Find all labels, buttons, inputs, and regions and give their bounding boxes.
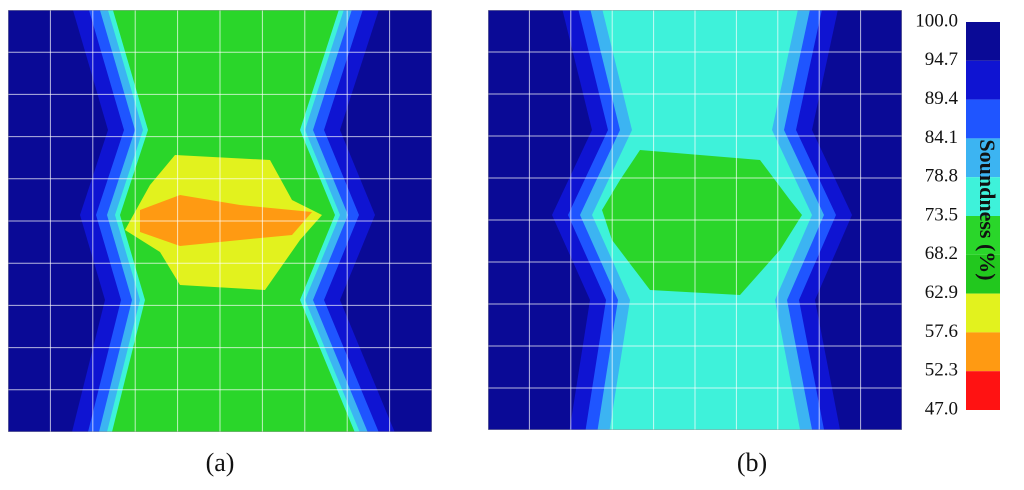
panel-label: (a) xyxy=(206,448,235,477)
colorbar-tick-label: 73.5 xyxy=(925,204,958,225)
colorbar-tick-label: 62.9 xyxy=(925,282,958,303)
colorbar-tick-label: 100.0 xyxy=(915,10,958,31)
panel-b xyxy=(488,10,902,430)
colorbar-tick-label: 84.1 xyxy=(925,127,958,148)
colorbar-tick-label: 68.2 xyxy=(925,243,958,264)
colorbar: 100.0 94.7 89.4 84.1 78.8 73.5 68.2 62.9 57.6 52.… xyxy=(915,10,1000,419)
colorbar-tick-label: 52.3 xyxy=(925,360,958,381)
colorbar-label: Soundness (%) xyxy=(975,139,1000,280)
colorbar-segment xyxy=(966,216,1000,255)
panel-a xyxy=(8,10,432,432)
colorbar-segment xyxy=(966,293,1000,333)
contour-region xyxy=(602,150,802,295)
colorbar-segment xyxy=(966,371,1000,410)
colorbar-segment xyxy=(966,60,1000,100)
colorbar-tick-label: 47.0 xyxy=(925,398,958,419)
colorbar-segment xyxy=(966,332,1000,372)
colorbar-tick-label: 78.8 xyxy=(925,166,958,187)
colorbar-tick-label: 94.7 xyxy=(925,49,958,70)
colorbar-segment xyxy=(966,138,1000,178)
colorbar-segment xyxy=(966,22,1000,61)
panel-label: (b) xyxy=(737,448,767,477)
colorbar-segment xyxy=(966,254,1000,294)
colorbar-segment xyxy=(966,177,1000,216)
colorbar-tick-label: 57.6 xyxy=(925,321,958,342)
colorbar-segment xyxy=(966,99,1000,139)
colorbar-tick-label: 89.4 xyxy=(925,88,959,109)
